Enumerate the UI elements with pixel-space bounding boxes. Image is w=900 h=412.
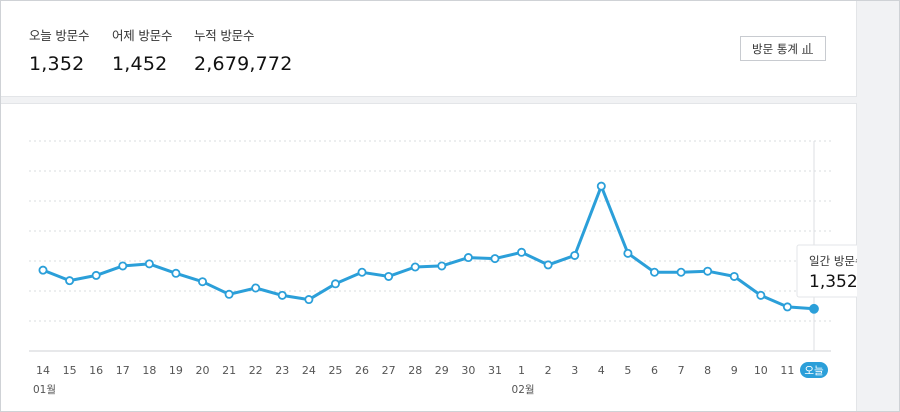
chart-x-axis: 14 15 16 17 18 19 20 21 22 23 24 25 26 27 28 29 30 31 1 2 3 4… [33,362,828,396]
data-point[interactable] [676,267,686,277]
x-tick-label: 29 [435,364,449,377]
chart-grid [29,140,831,352]
x-tick-label: 27 [382,364,396,377]
data-point[interactable] [649,267,659,277]
x-tick-label: 19 [169,364,183,377]
chart-points [38,181,819,314]
x-tick-label: 20 [196,364,210,377]
data-point[interactable] [118,261,128,271]
tooltip-box [796,244,857,298]
data-point[interactable] [330,279,340,289]
data-point[interactable] [463,253,473,263]
x-tick-label: 25 [328,364,342,377]
x-tick-label: 9 [731,364,738,377]
x-month-label: 01월 [33,384,56,396]
data-point[interactable] [171,268,181,278]
stat-today: 오늘 방문수 1,352 [29,25,89,75]
data-point[interactable] [437,261,447,271]
stat-yesterday-label: 어제 방문수 [112,28,173,43]
side-strip [857,1,899,411]
today-badge [800,362,828,378]
visit-stats-button[interactable]: 방문 통계 [740,36,826,61]
data-point[interactable] [357,267,367,277]
x-tick-label: 7 [678,364,685,377]
data-point[interactable] [490,254,500,264]
data-point[interactable] [251,283,261,293]
data-point[interactable] [782,302,792,312]
stat-total-value: 2,679,772 [194,53,293,75]
x-tick-label: 11 [780,364,794,377]
data-point[interactable] [756,290,766,300]
x-tick-label: 18 [142,364,156,377]
series-line [42,184,815,311]
x-tick-label: 28 [408,364,422,377]
bar-chart-icon [801,43,813,54]
x-tick-label: 8 [704,364,711,377]
data-point[interactable] [65,276,75,286]
chart-tooltip: 일간 방문수 1,352 ▼ 100 [796,244,857,298]
data-point[interactable] [570,250,580,260]
data-point[interactable] [729,271,739,281]
x-tick-label: 6 [651,364,658,377]
data-point[interactable] [304,295,314,305]
tooltip-value: 1,352 [809,272,857,292]
x-tick-label: 4 [598,364,605,377]
data-point[interactable] [543,260,553,270]
x-tick-label: 17 [116,364,130,377]
data-point[interactable] [38,265,48,275]
data-point[interactable] [91,270,101,280]
stat-yesterday-value: 1,452 [112,53,168,75]
x-tick-label: 10 [754,364,768,377]
data-point[interactable] [703,266,713,276]
stat-today-label: 오늘 방문수 [29,28,90,43]
data-point[interactable] [410,262,420,272]
stat-today-value: 1,352 [29,53,85,75]
x-tick-label: 24 [302,364,316,377]
x-tick-label: 22 [249,364,263,377]
x-tick-label: 30 [461,364,475,377]
data-point[interactable] [224,289,234,299]
x-tick-label: 2 [545,364,552,377]
data-point[interactable] [144,259,154,269]
visitor-summary-card: 오늘 방문수 1,352 어제 방문수 1,452 누적 방문수 2,679,7… [1,1,857,97]
data-point[interactable] [623,248,633,258]
data-point[interactable] [277,290,287,300]
data-point[interactable] [517,247,527,257]
x-tick-label: 31 [488,364,502,377]
data-point[interactable] [596,181,606,191]
data-point[interactable] [384,271,394,281]
x-tick-label: 21 [222,364,236,377]
x-tick-label: 5 [624,364,631,377]
x-tick-label: 15 [63,364,77,377]
x-tick-label: 오늘 [804,365,824,377]
x-tick-label: 3 [571,364,578,377]
x-tick-label: 1 [518,364,525,377]
x-tick-label: 26 [355,364,369,377]
daily-visits-chart: 14 15 16 17 18 19 20 21 22 23 24 25 26 27 28 29 30 31 1 2 3 4… [29,140,857,396]
stat-total-label: 누적 방문수 [194,28,255,43]
x-tick-label: 14 [36,364,50,377]
chart-series [42,184,815,311]
stat-yesterday: 어제 방문수 1,452 [112,25,172,75]
stat-total: 누적 방문수 2,679,772 [194,25,293,75]
tooltip-label: 일간 방문수 [809,254,857,268]
x-tick-label: 16 [89,364,103,377]
data-point[interactable] [198,277,208,287]
x-tick-label: 23 [275,364,289,377]
x-month-label: 02월 [512,384,535,396]
visit-stats-button-label: 방문 통계 [752,41,798,56]
data-point[interactable] [809,303,819,314]
